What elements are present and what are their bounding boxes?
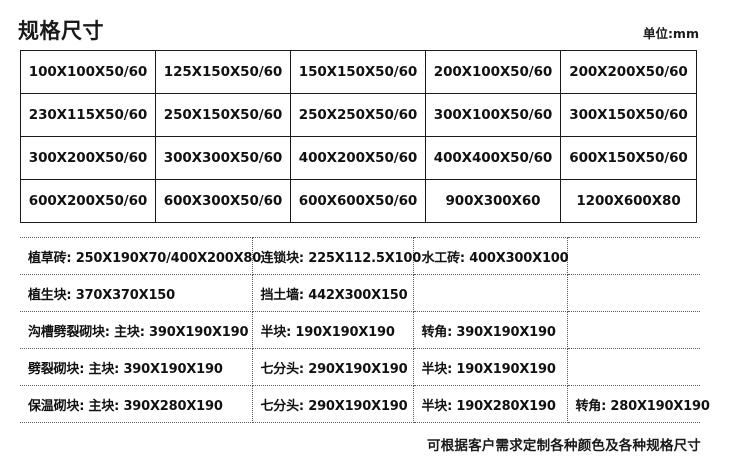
product-cell: 半块: 190X190X190 — [413, 348, 568, 386]
spec-cell: 600X150X50/60 — [560, 136, 697, 180]
spec-cell: 150X150X50/60 — [290, 50, 426, 94]
spec-cell: 400X200X50/60 — [290, 136, 426, 180]
spec-cell: 600X300X50/60 — [155, 179, 291, 223]
spec-cell: 400X400X50/60 — [425, 136, 561, 180]
specification-table: 100X100X50/60 125X150X50/60 150X150X50/6… — [20, 50, 697, 223]
product-cell: 挡土墙: 442X300X150 — [252, 274, 414, 312]
spec-cell: 1200X600X80 — [560, 179, 697, 223]
spec-cell: 300X100X50/60 — [425, 93, 561, 137]
product-cell: 植草砖: 250X190X70/400X200X80 — [20, 237, 261, 275]
spec-cell: 250X250X50/60 — [290, 93, 426, 137]
spec-cell: 200X100X50/60 — [425, 50, 561, 94]
product-cell: 植生块: 370X370X150 — [20, 274, 253, 312]
page-title: 规格尺寸 — [18, 19, 104, 43]
product-cell: 半块: 190X190X190 — [252, 311, 414, 349]
table-row: 230X115X50/60 250X150X50/60 250X250X50/6… — [20, 93, 697, 137]
product-cell: 水工砖: 400X300X100 — [413, 237, 569, 275]
spec-cell: 230X115X50/60 — [20, 93, 156, 137]
product-cell: 七分头: 290X190X190 — [252, 348, 414, 386]
table-row: 300X200X50/60 300X300X50/60 400X200X50/6… — [20, 136, 697, 180]
table-row: 劈裂砌块: 主块: 390X190X190 七分头: 290X190X190 半… — [20, 348, 700, 386]
product-cell: 保温砌块: 主块: 390X280X190 — [20, 385, 253, 423]
spec-cell: 900X300X60 — [425, 179, 561, 223]
unit-label: 单位:mm — [642, 26, 699, 41]
product-dimension-table: 植草砖: 250X190X70/400X200X80 连锁块: 225X112.… — [20, 237, 710, 423]
page-header: 规格尺寸 单位:mm — [0, 16, 729, 48]
spec-cell: 125X150X50/60 — [155, 50, 291, 94]
spec-cell: 300X150X50/60 — [560, 93, 697, 137]
product-cell — [567, 274, 700, 312]
product-cell: 劈裂砌块: 主块: 390X190X190 — [20, 348, 253, 386]
spec-cell: 300X200X50/60 — [20, 136, 156, 180]
product-cell: 七分头: 290X190X190 — [252, 385, 414, 423]
product-cell: 沟槽劈裂砌块: 主块: 390X190X190 — [20, 311, 253, 349]
product-cell: 转角: 390X190X190 — [413, 311, 568, 349]
spec-cell: 250X150X50/60 — [155, 93, 291, 137]
table-row: 保温砌块: 主块: 390X280X190 七分头: 290X190X190 半… — [20, 385, 710, 423]
spec-cell: 600X600X50/60 — [290, 179, 426, 223]
product-cell: 半块: 190X280X190 — [413, 385, 568, 423]
table-row: 600X200X50/60 600X300X50/60 600X600X50/6… — [20, 179, 697, 223]
spec-cell: 300X300X50/60 — [155, 136, 291, 180]
spec-cell: 200X200X50/60 — [560, 50, 697, 94]
table-row: 植草砖: 250X190X70/400X200X80 连锁块: 225X112.… — [20, 237, 700, 275]
product-cell — [413, 274, 568, 312]
product-cell — [567, 311, 700, 349]
product-cell: 连锁块: 225X112.5X100 — [252, 237, 421, 275]
product-cell — [567, 237, 700, 275]
spec-cell: 600X200X50/60 — [20, 179, 156, 223]
footer-note: 可根据客户需求定制各种颜色及各种规格尺寸 — [427, 438, 701, 454]
product-cell — [567, 348, 700, 386]
product-cell: 转角: 280X190X190 — [567, 385, 710, 423]
table-row: 植生块: 370X370X150 挡土墙: 442X300X150 — [20, 274, 700, 312]
table-row: 100X100X50/60 125X150X50/60 150X150X50/6… — [20, 50, 697, 94]
spec-cell: 100X100X50/60 — [20, 50, 156, 94]
table-row: 沟槽劈裂砌块: 主块: 390X190X190 半块: 190X190X190 … — [20, 311, 700, 349]
